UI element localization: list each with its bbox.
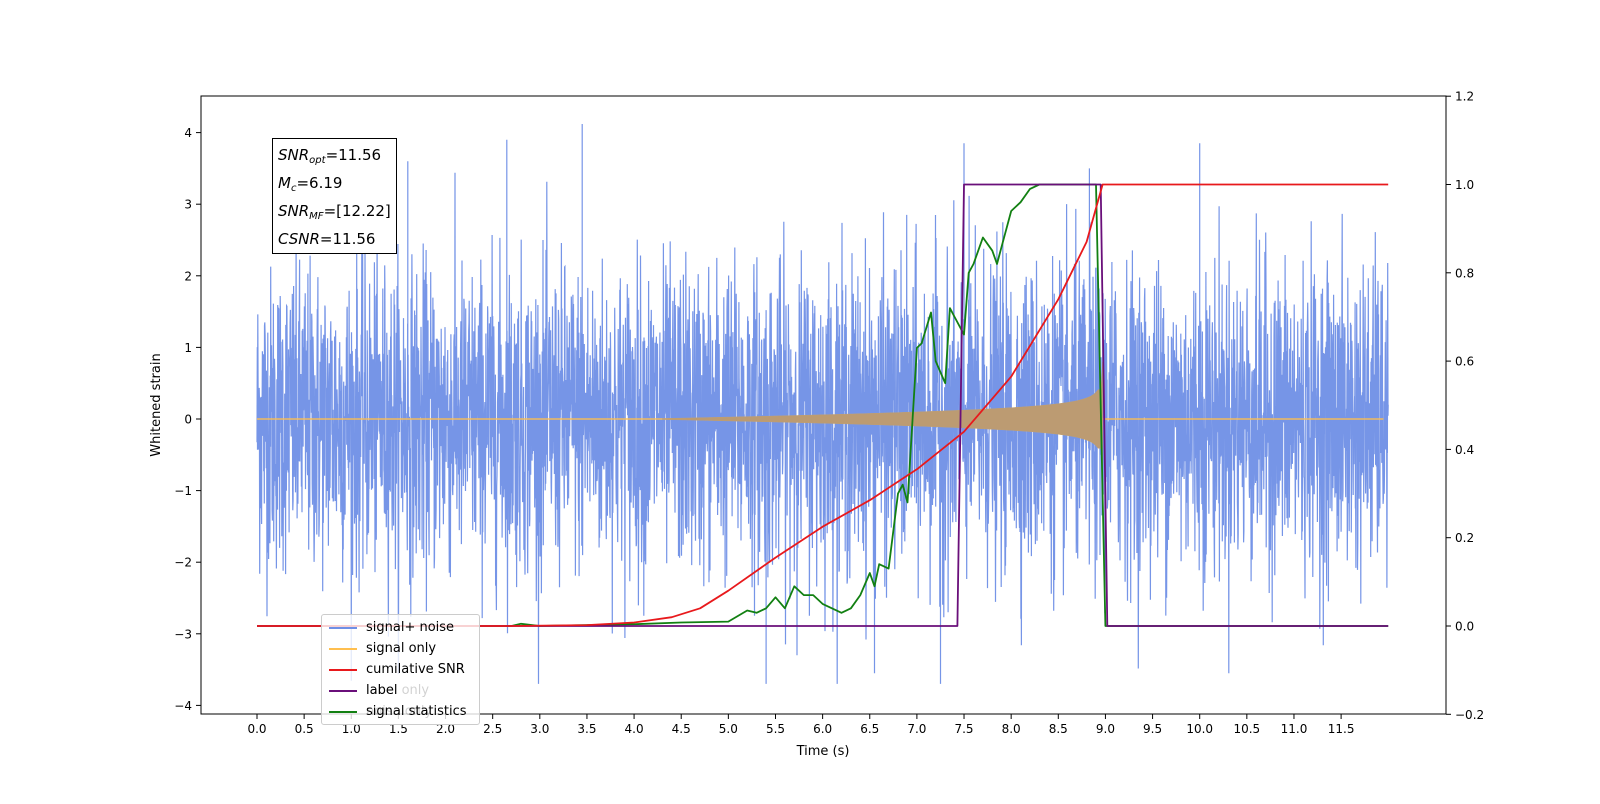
x-tick-label: 0.5 — [295, 722, 314, 736]
x-tick-label: 5.0 — [719, 722, 738, 736]
y-axis-label: Whitened strain — [149, 353, 164, 456]
x-tick-label: 4.5 — [672, 722, 691, 736]
label-line — [257, 183, 1389, 627]
y-tick-label: 0 — [184, 413, 192, 427]
csnr-line: CSNR=11.56 — [278, 230, 376, 248]
y2-tick-label: 0.2 — [1455, 531, 1474, 545]
x-tick-label: 10.0 — [1186, 722, 1213, 736]
x-axis: 0.0 0.5 1.0 1.5 2.0 2.5 3.0 3.5 4.0 4.5 5.0 5.5 6.0 6… — [247, 714, 1354, 736]
x-tick-label: 6.0 — [813, 722, 832, 736]
right-axis-series — [257, 183, 1389, 627]
x-tick-label: 10.5 — [1233, 722, 1260, 736]
signal-noise-line — [256, 124, 1389, 684]
x-tick-label: 8.0 — [1002, 722, 1021, 736]
x-tick-label: 6.5 — [860, 722, 879, 736]
legend-item-label: label only label — [322, 680, 479, 701]
snr-mf-line: SNRMF=[12.22] — [278, 202, 391, 222]
x-tick-label: 1.5 — [389, 722, 408, 736]
y-tick-label: 3 — [184, 198, 192, 212]
snr-mf-value: =[12.22] — [323, 202, 391, 220]
x-tick-label: 0.0 — [247, 722, 266, 736]
csnr-value: =11.56 — [319, 230, 376, 248]
snr-opt-value: =11.56 — [325, 146, 382, 164]
legend-label: label — [366, 683, 398, 698]
y2-tick-label: 1.2 — [1455, 90, 1474, 104]
mc-line: Mc=6.19 — [278, 174, 343, 194]
legend-item-signal-noise: signal+ noise — [322, 617, 479, 638]
x-tick-label: 7.5 — [954, 722, 973, 736]
snr-opt-line: SNRopt=11.56 — [278, 146, 382, 166]
legend-ghost-label: label only — [366, 683, 430, 698]
y-tick-label: −4 — [174, 699, 192, 713]
legend-swatch — [329, 669, 357, 671]
plot-frame — [200, 95, 1447, 715]
x-tick-label: 9.5 — [1143, 722, 1162, 736]
legend-label: cumilative SNR — [366, 662, 465, 677]
x-tick-label: 3.0 — [530, 722, 549, 736]
x-tick-label: 11.5 — [1328, 722, 1355, 736]
y2-tick-label: 0.4 — [1455, 443, 1474, 457]
legend-label: signal only — [366, 641, 437, 656]
x-tick-label: 2.0 — [436, 722, 455, 736]
y-tick-label: 2 — [184, 269, 192, 283]
chart-legend: signal+ noise signal only cumilative SNR… — [321, 614, 480, 725]
y-tick-label: −1 — [174, 484, 192, 498]
legend-item-cumulative-snr: cumilative SNR — [322, 659, 479, 680]
legend-item-signal-only: signal only — [322, 638, 479, 659]
x-tick-label: 3.5 — [577, 722, 596, 736]
legend-swatch — [329, 627, 357, 629]
y2-tick-label: 0.8 — [1455, 266, 1474, 280]
y-tick-label: 4 — [184, 126, 192, 140]
y2-tick-label: 0.6 — [1455, 355, 1474, 369]
legend-label: signal statistics — [366, 704, 467, 719]
signal-statistics-line — [257, 183, 1389, 627]
x-tick-label: 9.0 — [1096, 722, 1115, 736]
mc-value: =6.19 — [296, 174, 343, 192]
y-tick-label: 1 — [184, 341, 192, 355]
x-tick-label: 7.0 — [907, 722, 926, 736]
legend-swatch — [329, 648, 357, 650]
legend-swatch — [329, 690, 357, 692]
y2-tick-label: 1.0 — [1455, 178, 1474, 192]
y-axis-right: 1.2 1.0 0.8 0.6 0.4 0.2 0.0 −0.2 — [1446, 90, 1484, 722]
cumulative-snr-line — [257, 183, 1389, 627]
y-axis-left: 4 3 2 1 0 −1 −2 −3 −4 — [174, 126, 201, 713]
x-tick-label: 5.5 — [766, 722, 785, 736]
legend-ghost-label: noise only — [366, 704, 433, 719]
series-signal-noise — [256, 124, 1389, 684]
x-tick-label: 2.5 — [483, 722, 502, 736]
legend-label: signal+ noise — [366, 620, 455, 635]
x-axis-label: Time (s) — [796, 744, 850, 759]
y-tick-label: −2 — [174, 556, 192, 570]
x-tick-label: 11.0 — [1281, 722, 1308, 736]
legend-item-signal-statistics: noise only signal statistics — [322, 701, 479, 722]
snr-annotation-box: SNRopt=11.56 Mc=6.19 SNRMF=[12.22] CSNR=… — [272, 138, 397, 254]
x-tick-label: 4.0 — [625, 722, 644, 736]
x-tick-label: 8.5 — [1049, 722, 1068, 736]
x-tick-label: 1.0 — [342, 722, 361, 736]
y-tick-label: −3 — [174, 627, 192, 641]
legend-swatch — [329, 711, 357, 713]
y2-tick-label: −0.2 — [1455, 708, 1484, 722]
y2-tick-label: 0.0 — [1455, 620, 1474, 634]
